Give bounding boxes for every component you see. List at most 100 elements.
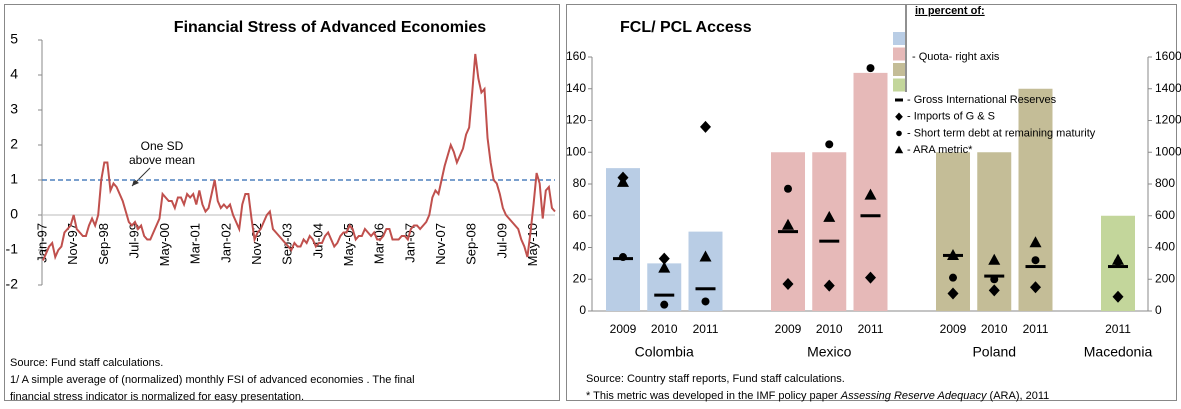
- x-tick-label: 2011: [1023, 322, 1049, 336]
- x-tick-label: Sep-08: [464, 223, 479, 265]
- note: Source: Country staff reports, Fund staf…: [586, 373, 845, 385]
- marker: [1030, 281, 1041, 294]
- x-tick-label: Jul-09: [494, 223, 509, 258]
- chart-title: FCL/ PCL Access: [620, 19, 752, 36]
- legend-symbol: [895, 112, 903, 121]
- marker: [949, 273, 957, 282]
- y-tick-label: 120: [566, 113, 586, 127]
- y2-tick-label: 1400: [1155, 81, 1181, 95]
- y-tick-label: -1: [6, 241, 19, 257]
- legend-symbol: [895, 98, 903, 102]
- marker: [782, 218, 794, 230]
- marker: [947, 248, 959, 260]
- x-tick-label: 2011: [858, 322, 884, 336]
- y2-tick-label: 1600: [1155, 49, 1181, 63]
- marker: [700, 120, 711, 133]
- x-tick-label: 2010: [651, 322, 678, 336]
- marker: [699, 250, 712, 262]
- marker: [860, 214, 881, 218]
- y-tick-label: 160: [566, 49, 586, 63]
- group-label: Mexico: [807, 344, 852, 360]
- y-tick-label: -2: [6, 276, 19, 292]
- marker: [617, 175, 629, 187]
- marker: [658, 252, 670, 265]
- x-tick-label: Nov-97: [65, 223, 80, 265]
- marker: [778, 230, 798, 234]
- legend-label: - ARA metric*: [907, 144, 973, 156]
- y2-tick-label: 1000: [1155, 144, 1181, 158]
- x-tick-label: Sep-98: [96, 223, 111, 265]
- legend-label: - Quota- right axis: [912, 51, 1000, 63]
- x-tick-label: 2011: [1105, 322, 1131, 336]
- y2-tick-label: 800: [1155, 176, 1175, 190]
- x-tick-label: Jan-02: [218, 223, 233, 263]
- x-tick-label: Nov-07: [433, 223, 448, 265]
- x-tick-label: 2009: [610, 322, 637, 336]
- marker: [658, 261, 671, 273]
- x-tick-label: May-00: [157, 223, 172, 266]
- marker: [947, 287, 959, 300]
- legend-swatch: [893, 32, 905, 45]
- x-tick-label: Jul-99: [126, 223, 141, 258]
- annotation: One SD: [141, 139, 184, 153]
- x-tick-label: May-10: [525, 223, 540, 266]
- marker: [866, 64, 875, 73]
- x-tick-label: 2009: [940, 322, 967, 336]
- y2-tick-label: 200: [1155, 271, 1175, 285]
- marker: [1029, 236, 1042, 248]
- legend-swatch: [893, 63, 905, 76]
- marker: [865, 271, 876, 284]
- marker: [825, 140, 834, 149]
- bar: [936, 152, 970, 311]
- x-tick-label: May-05: [341, 223, 356, 266]
- marker: [1108, 265, 1128, 269]
- y-tick-label: 2: [10, 136, 18, 152]
- note: financial stress indicator is normalized…: [10, 391, 304, 403]
- marker: [1025, 265, 1046, 269]
- marker: [784, 184, 792, 193]
- legend-label: - Gross International Reserves: [907, 94, 1057, 106]
- note-part: Assessing Reserve Adequacy: [840, 390, 988, 402]
- marker: [864, 188, 877, 200]
- x-tick-label: Mar-06: [372, 223, 387, 264]
- bar: [1018, 88, 1053, 311]
- marker: [619, 253, 627, 262]
- marker: [1112, 290, 1124, 303]
- group-label: Colombia: [635, 344, 694, 360]
- x-tick-label: Jul-04: [310, 223, 325, 258]
- y-tick-label: 140: [566, 81, 586, 95]
- marker: [823, 210, 836, 222]
- marker: [660, 300, 669, 309]
- panel-border: [4, 4, 560, 401]
- marker: [823, 279, 835, 292]
- marker: [654, 293, 675, 297]
- legend-symbol: [894, 145, 904, 154]
- x-tick-label: Jan-07: [402, 223, 417, 263]
- legend-title: in percent of:: [915, 5, 985, 17]
- y-tick-label: 40: [573, 240, 587, 254]
- marker: [988, 253, 1001, 265]
- y-tick-label: 100: [566, 144, 586, 158]
- y-tick-label: 60: [573, 208, 587, 222]
- y2-tick-label: 400: [1155, 240, 1175, 254]
- legend-label: - Short term debt at remaining maturity: [907, 127, 1096, 139]
- x-tick-label: 2009: [775, 322, 802, 336]
- marker: [701, 297, 710, 306]
- x-tick-label: 2010: [981, 322, 1008, 336]
- note-part: * This metric was developed in the IMF p…: [586, 390, 841, 402]
- panel-border: [566, 4, 1177, 401]
- note: * This metric was developed in the IMF p…: [586, 390, 1049, 402]
- x-tick-label: 2011: [693, 322, 719, 336]
- note: 1/ A simple average of (normalized) mont…: [10, 374, 415, 386]
- marker: [1031, 256, 1040, 265]
- y-tick-label: 0: [579, 303, 586, 317]
- data-line: [42, 53, 556, 261]
- y-tick-label: 1: [10, 171, 18, 187]
- group-label: Macedonia: [1084, 344, 1153, 360]
- y-tick-label: 5: [10, 31, 18, 47]
- legend-label: - Imports of G & S: [907, 111, 995, 123]
- marker: [819, 239, 840, 243]
- marker: [990, 275, 999, 284]
- y-tick-label: 0: [10, 206, 18, 222]
- marker: [988, 284, 1000, 297]
